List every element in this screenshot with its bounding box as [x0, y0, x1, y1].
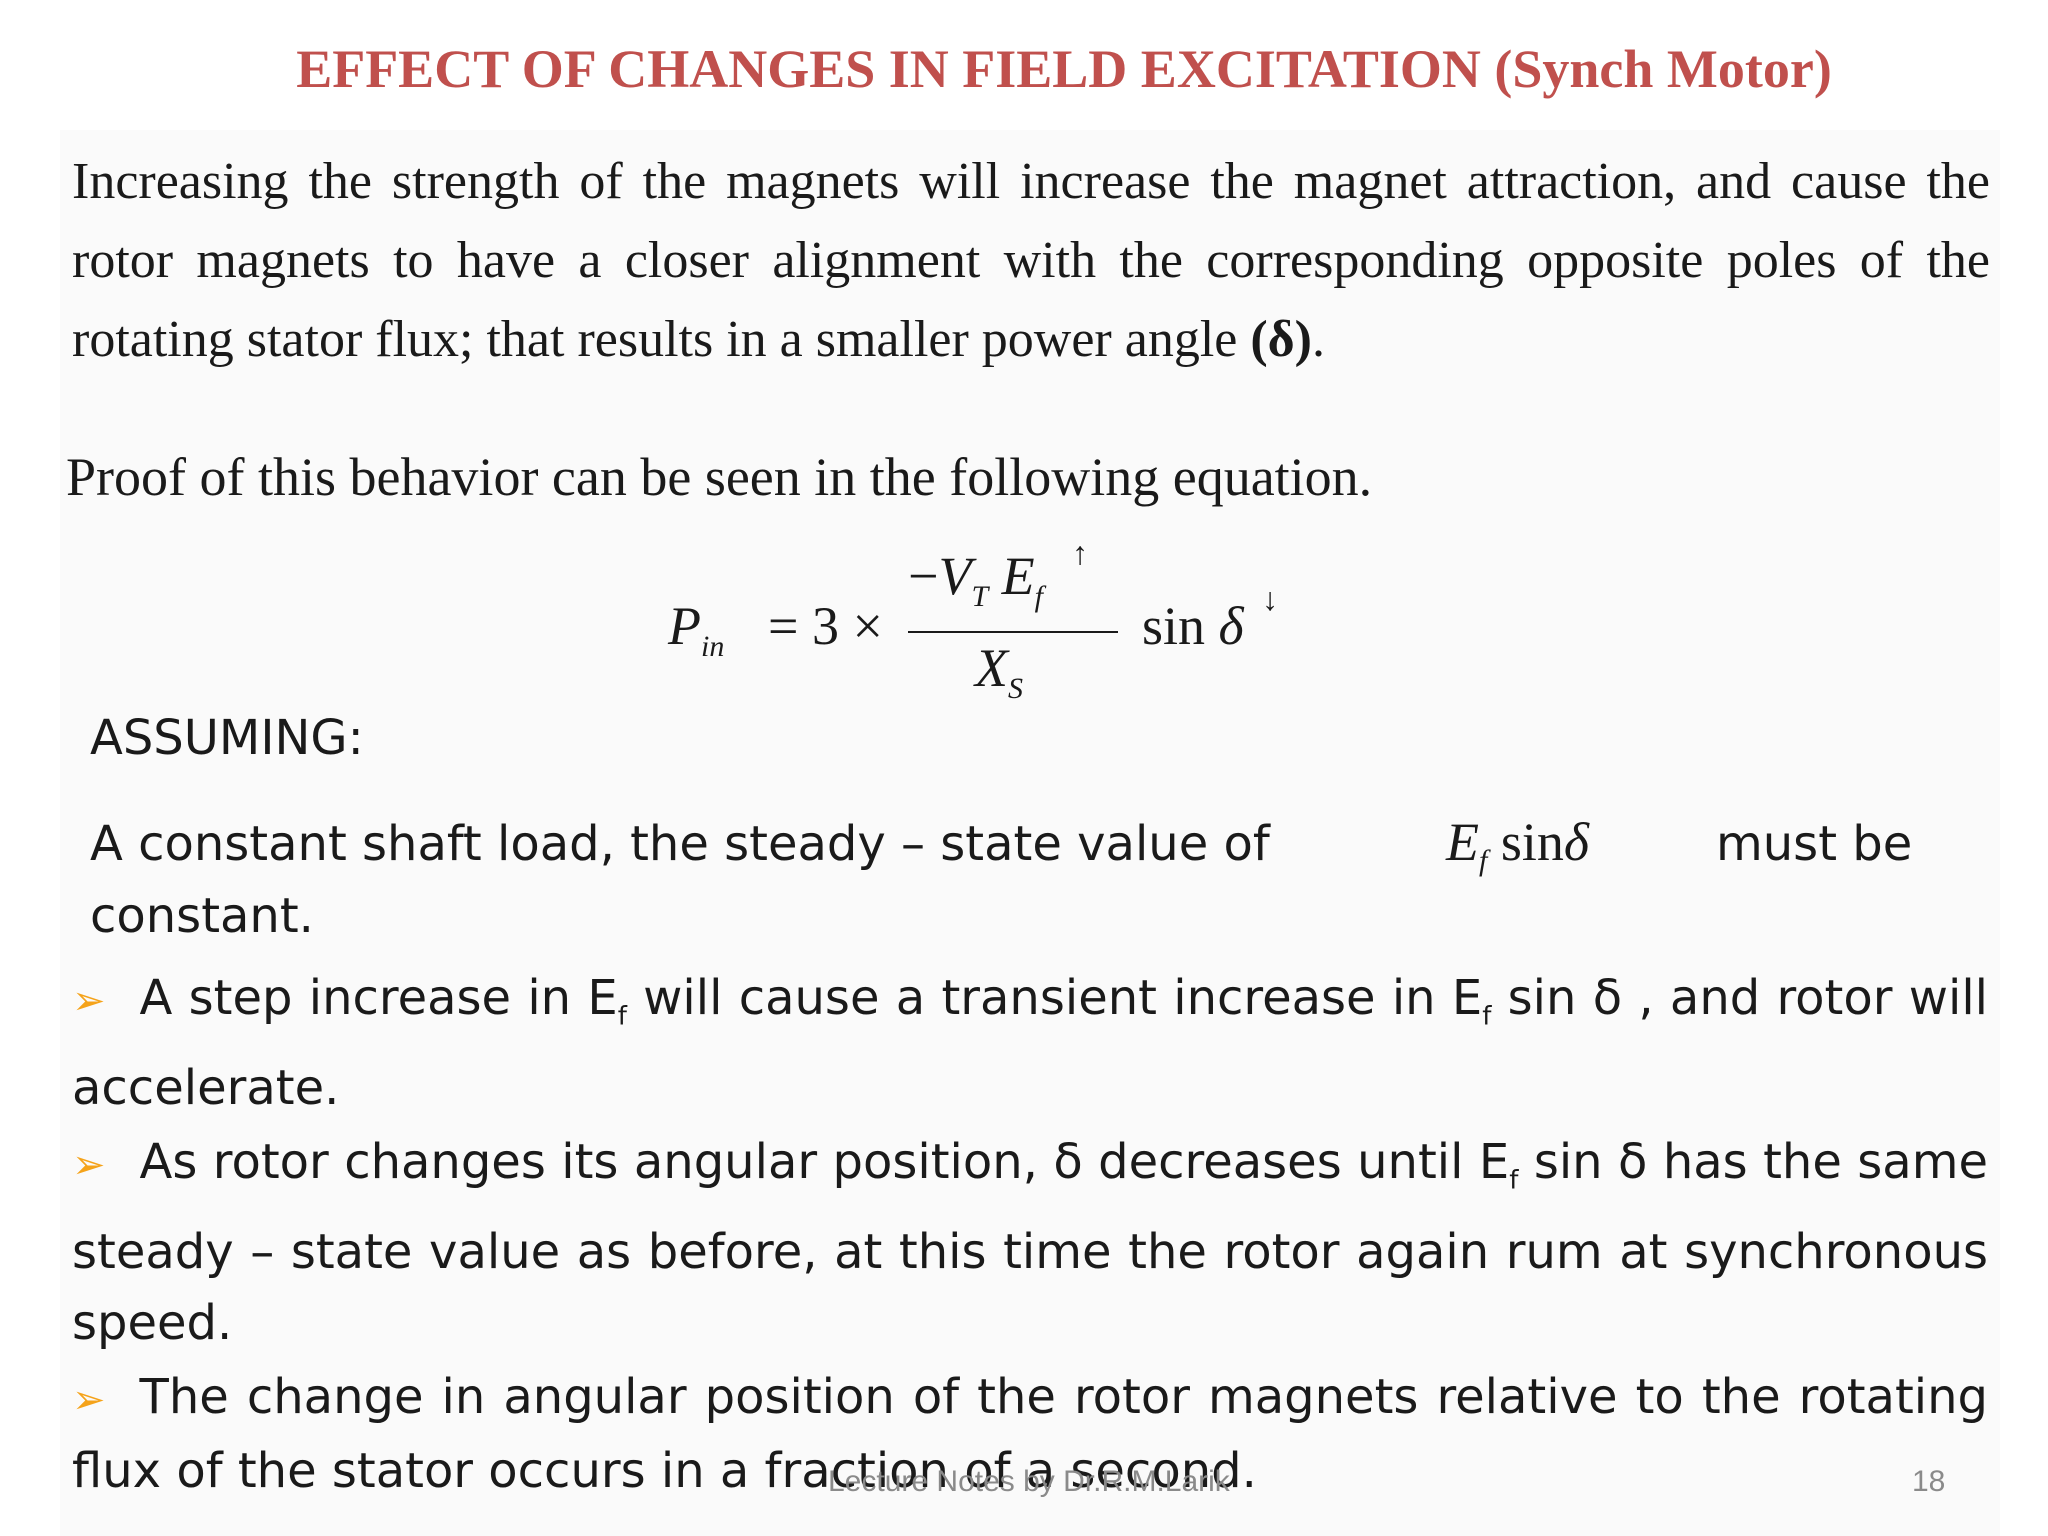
- eq-sin: sin δ: [1142, 596, 1244, 656]
- eq-denominator: XS: [975, 638, 1023, 705]
- constant-before: A constant shaft load, the steady – stat…: [90, 816, 1270, 872]
- proof-statement: Proof of this behavior can be seen in th…: [66, 447, 1373, 507]
- slide-title: EFFECT OF CHANGES IN FIELD EXCITATION (S…: [296, 39, 1832, 99]
- page-number: 18: [1912, 1465, 1946, 1498]
- constant-after: must be: [1716, 816, 1913, 872]
- bullet-3: ➢ The change in angular position of the r…: [72, 1369, 1988, 1499]
- bullet-arrow-icon: ➢: [72, 1142, 106, 1188]
- footer-notes: Lecture Notes by Dr.R.M.Larik: [828, 1465, 1230, 1498]
- bullet-arrow-icon: ➢: [72, 978, 106, 1024]
- intro-text: Increasing the strength of the magnets w…: [72, 153, 1990, 368]
- assuming-heading: ASSUMING:: [90, 710, 364, 766]
- intro-delta: (δ): [1250, 311, 1312, 368]
- bullet-2: ➢ As rotor changes its angular position, …: [72, 1134, 1989, 1351]
- eq-lhs: Pin: [668, 596, 725, 663]
- down-arrow-icon: ↓: [1262, 581, 1278, 617]
- eq-numerator: −VT Ef: [908, 546, 1043, 613]
- bullet-arrow-icon: ➢: [72, 1377, 106, 1423]
- intro-end: .: [1311, 311, 1325, 368]
- power-equation: Pin = 3 × −VT Ef ↑ XS sin δ ↓: [660, 535, 1300, 715]
- constant-math: Ef sinδ: [1446, 812, 1589, 877]
- constant-line2: constant.: [90, 888, 314, 944]
- up-arrow-icon: ↑: [1072, 535, 1088, 571]
- constant-statement: A constant shaft load, the steady – stat…: [90, 808, 1930, 952]
- bullet-1: ➢ A step increase in Ef will cause a tran…: [72, 970, 1989, 1116]
- slide-background: [60, 130, 2000, 1536]
- intro-paragraph: Increasing the strength of the magnets w…: [72, 142, 1990, 379]
- eq-equals-times: = 3 ×: [768, 596, 883, 656]
- fraction-bar: [908, 631, 1118, 633]
